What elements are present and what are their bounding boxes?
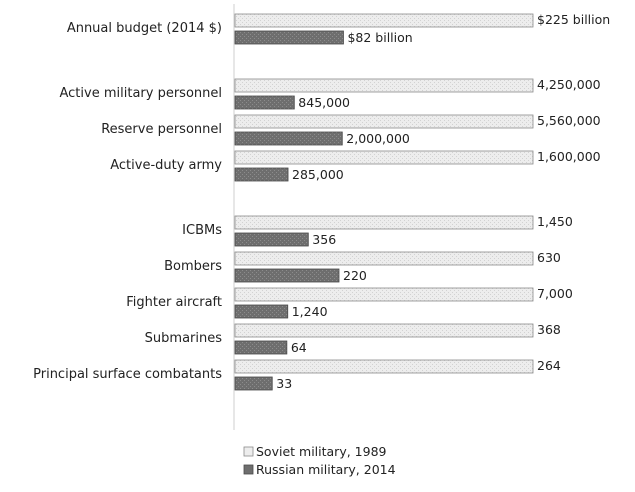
value-label-soviet: 264 [537,358,561,373]
bar-soviet [234,215,534,230]
bar-soviet [234,359,534,374]
value-label-russian: 64 [291,340,307,355]
legend-label-russian: Russian military, 2014 [256,462,396,477]
value-label-soviet: 5,560,000 [537,113,601,128]
category-label: Annual budget (2014 $) [67,21,222,36]
bar-soviet [234,13,534,28]
value-label-soviet: 1,450 [537,214,573,229]
bar-russian [234,268,340,283]
category-label: Active-duty army [110,158,222,173]
value-label-soviet: 7,000 [537,286,573,301]
bar-russian [234,376,273,391]
bar-russian [234,95,295,110]
category-label: ICBMs [182,223,222,238]
bar-russian [234,340,288,355]
legend-swatch-russian [243,464,254,475]
value-label-russian: 220 [343,268,367,283]
bar-russian [234,304,289,319]
category-label: Bombers [164,259,222,274]
value-label-russian: 356 [312,232,336,247]
value-label-soviet: 4,250,000 [537,77,601,92]
bar-soviet [234,78,534,93]
bar-soviet [234,251,534,266]
bar-soviet [234,323,534,338]
value-label-russian: 33 [276,376,292,391]
value-label-russian: $82 billion [347,30,412,45]
category-label: Active military personnel [60,86,223,101]
bar-soviet [234,287,534,302]
category-label: Principal surface combatants [33,367,222,382]
category-label: Reserve personnel [101,122,222,137]
value-label-soviet: $225 billion [537,12,610,27]
bar-soviet [234,150,534,165]
value-label-russian: 2,000,000 [346,131,410,146]
legend-label-soviet: Soviet military, 1989 [256,444,387,459]
value-label-soviet: 1,600,000 [537,149,601,164]
value-label-soviet: 368 [537,322,561,337]
value-label-russian: 285,000 [292,167,344,182]
legend-swatch-soviet [243,446,254,457]
category-label: Submarines [145,331,223,346]
value-label-russian: 845,000 [298,95,350,110]
value-label-soviet: 630 [537,250,561,265]
value-label-russian: 1,240 [292,304,328,319]
bar-soviet [234,114,534,129]
bar-russian [234,232,309,247]
bar-russian [234,131,343,146]
bar-russian [234,30,344,45]
category-label: Fighter aircraft [126,295,222,310]
bar-russian [234,167,289,182]
